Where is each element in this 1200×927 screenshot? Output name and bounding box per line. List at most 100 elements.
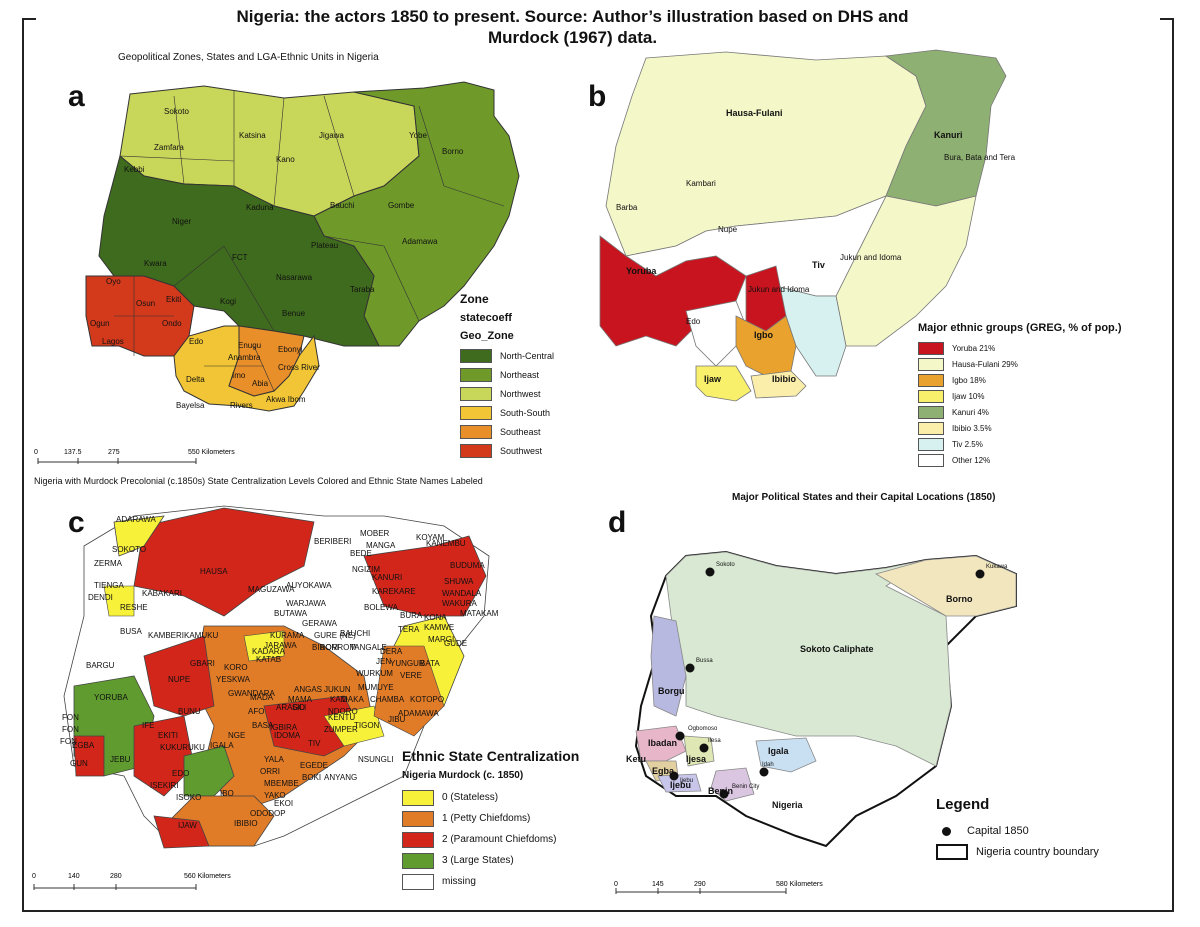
panel-a-scale-bar: 0 137.5 275 550 Kilometers <box>34 449 235 464</box>
ethnic-label: BUSA <box>120 627 142 636</box>
state-label: Zamfara <box>154 143 184 152</box>
panel-c-letter: c <box>68 506 85 539</box>
state-label: Kano <box>276 155 295 164</box>
legend-row: Other 12% <box>918 452 1122 468</box>
legend-swatch <box>460 386 492 401</box>
capital-label: Benin City <box>732 784 759 790</box>
ethnic-label: ZERMA <box>94 559 123 568</box>
ethnic-label: Igbo <box>754 330 773 340</box>
ethnic-label: JIBU <box>388 715 406 724</box>
state-label: Borno <box>442 147 464 156</box>
ethnic-label: ZUMPER <box>324 725 358 734</box>
ethnic-label: EDO <box>172 769 189 778</box>
state-label: Borno <box>946 594 973 604</box>
state-label: Sokoto Caliphate <box>800 644 874 654</box>
ethnic-label: Bura, Bata and Tera <box>944 153 1016 162</box>
legend-swatch <box>918 341 944 355</box>
panel-c-scale-bar: 0 140 280 560 Kilometers <box>32 873 231 890</box>
legend-swatch <box>460 405 492 420</box>
ethnic-label: TIV <box>308 739 321 748</box>
ethnic-label: MARGI <box>428 635 454 644</box>
ethnic-label: ORRI <box>260 767 280 776</box>
state-ijesa <box>683 735 715 767</box>
legend-title: Legend <box>936 796 990 813</box>
region-ijaw <box>695 365 752 402</box>
state-label: Bauchi <box>330 201 355 210</box>
ethnic-label: KAMUKU <box>184 631 218 640</box>
state-label: Egba <box>652 766 675 776</box>
legend-row: Kanuri 4% <box>918 404 1122 420</box>
state-label: Nasarawa <box>276 273 313 282</box>
state-label: Nigeria <box>772 800 804 810</box>
legend-swatch <box>460 367 492 382</box>
ethnic-label: ANYANG <box>324 773 357 782</box>
state-label: Benin <box>708 786 733 796</box>
ethnic-label: NSUNGLI <box>358 755 394 764</box>
ethnic-label: KAMWE <box>424 623 454 632</box>
panel-b-legend: Major ethnic groups (GREG, % of pop.) Yo… <box>918 322 1122 468</box>
boundary-box-icon <box>936 844 968 860</box>
ethnic-label: TIENGA <box>94 581 124 590</box>
capital-dot-icon <box>942 826 951 836</box>
ethnic-label: FON <box>60 737 77 746</box>
scale-tick: 0 <box>614 881 618 888</box>
panel-b-labels: Hausa-Fulani Kanuri Bura, Bata and Tera … <box>616 108 1016 384</box>
state-label: Borgu <box>658 686 685 696</box>
legend-label: Capital 1850 <box>967 825 1029 837</box>
panel-b-map: Hausa-Fulani Kanuri Bura, Bata and Tera … <box>599 49 1016 402</box>
capital-label: Ogbomoso <box>688 726 718 732</box>
state-label: Cross River <box>278 363 320 372</box>
panel-c-map: ADARAWA SOKOTO ZERMA TIENGA DENDI RESHE BUSA BA… <box>32 505 499 890</box>
capital-dot <box>719 789 729 799</box>
ethnic-label: AUYOKAWA <box>286 581 332 590</box>
ethnic-label: JARAWA <box>264 641 297 650</box>
legend-row: 3 (Large States) <box>402 850 579 871</box>
state-label: Kogi <box>220 297 236 306</box>
capital-dot <box>975 569 985 579</box>
legend-subtitle: statecoeff <box>460 312 512 324</box>
ethnic-label: Jukun and Idoma <box>840 253 902 262</box>
region-kanuri <box>363 535 487 617</box>
legend-swatch <box>918 389 944 403</box>
ethnic-label: CHAMBA <box>370 695 405 704</box>
legend-label: 0 (Stateless) <box>442 792 499 803</box>
ethnic-label: BEDE <box>350 549 372 558</box>
panel-d-scale-bar: 0 145 290 580 Kilometers <box>614 881 823 894</box>
ethnic-label: KABAKARI <box>142 589 182 598</box>
ethnic-label: SOKOTO <box>112 545 146 554</box>
legend-row: 2 (Paramount Chiefdoms) <box>402 829 579 850</box>
region-ijaw <box>153 815 210 849</box>
ethnic-label: EKITI <box>158 731 178 740</box>
legend-label: Other 12% <box>952 455 991 465</box>
ethnic-label: KOTOPO <box>410 695 444 704</box>
capital-dot <box>759 767 769 777</box>
ethnic-label: KOYAM <box>416 533 445 542</box>
ethnic-label: ISOKO <box>176 793 201 802</box>
ethnic-label: FON <box>62 725 79 734</box>
capital-label: Bussa <box>696 658 713 664</box>
state-label: Ijesa <box>686 754 707 764</box>
ethnic-label: ADAMAWA <box>398 709 439 718</box>
legend-label: Kanuri 4% <box>952 407 989 417</box>
panel-c-legend: Ethnic State Centralization Nigeria Murd… <box>402 748 579 892</box>
legend-row: Southeast <box>460 422 554 441</box>
ethnic-label: BUDUMA <box>450 561 485 570</box>
scale-tick: 137.5 <box>64 449 82 456</box>
state-borgu <box>650 615 687 717</box>
legend-row: Ibibio 3.5% <box>918 420 1122 436</box>
state-label: Akwa Ibom <box>266 395 306 404</box>
state-label: Anambra <box>228 353 261 362</box>
ethnic-label: MAMA <box>288 695 313 704</box>
ethnic-label: KAM <box>330 695 348 704</box>
state-label: Ogun <box>90 319 110 328</box>
state-label: Ketu <box>626 754 646 764</box>
legend-row: Tiv 2.5% <box>918 436 1122 452</box>
state-label: Ondo <box>162 319 182 328</box>
ethnic-label: ANGAS <box>294 685 322 694</box>
state-label: Osun <box>136 299 155 308</box>
ethnic-label: GURE (NE) <box>314 631 356 640</box>
ethnic-label: BAUCHI <box>340 629 370 638</box>
panel-b: b Hausa-Fulani Kanuri Bura, Bata and Ter… <box>586 46 1172 476</box>
capital-dot <box>675 731 685 741</box>
ethnic-label: BUNU <box>178 707 201 716</box>
